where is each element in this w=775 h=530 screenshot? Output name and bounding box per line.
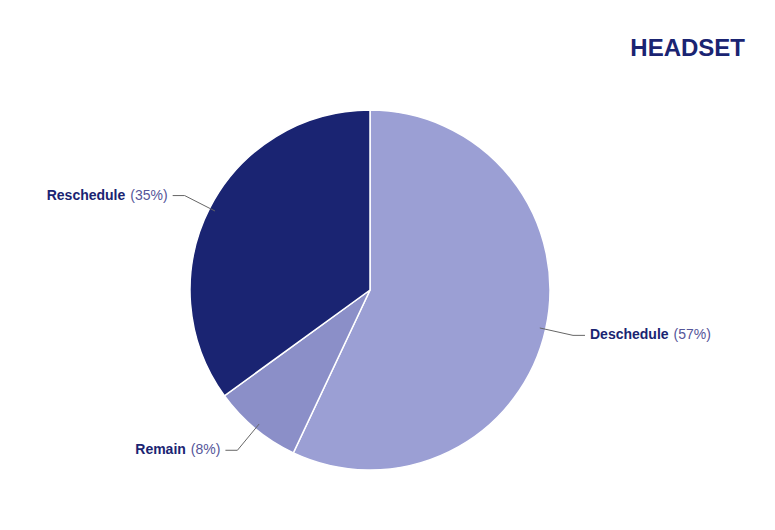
slice-labels: Deschedule (57%) Remain (8%) Reschedule(35%) xyxy=(47,186,711,457)
logo-text: HEADSET xyxy=(630,34,745,61)
slice-value: (8%) xyxy=(191,441,221,457)
slice-name: Deschedule xyxy=(590,326,669,342)
chart: Deschedule (57%) Remain (8%) Reschedule(35%)… xyxy=(0,0,775,530)
slice-name: Reschedule xyxy=(47,186,126,202)
slice-name: Remain xyxy=(135,441,186,457)
leader-line xyxy=(225,424,259,450)
slice-label: Deschedule (57%) xyxy=(590,326,711,342)
slices xyxy=(190,110,550,470)
slice-label: Reschedule(35%) xyxy=(47,186,168,202)
slice-value: (57%) xyxy=(674,326,711,342)
leader-line xyxy=(540,328,585,335)
pie-slice xyxy=(190,110,370,396)
slice-value: (35%) xyxy=(130,186,167,202)
leader-line xyxy=(173,196,215,211)
slice-label: Remain (8%) xyxy=(135,441,220,457)
